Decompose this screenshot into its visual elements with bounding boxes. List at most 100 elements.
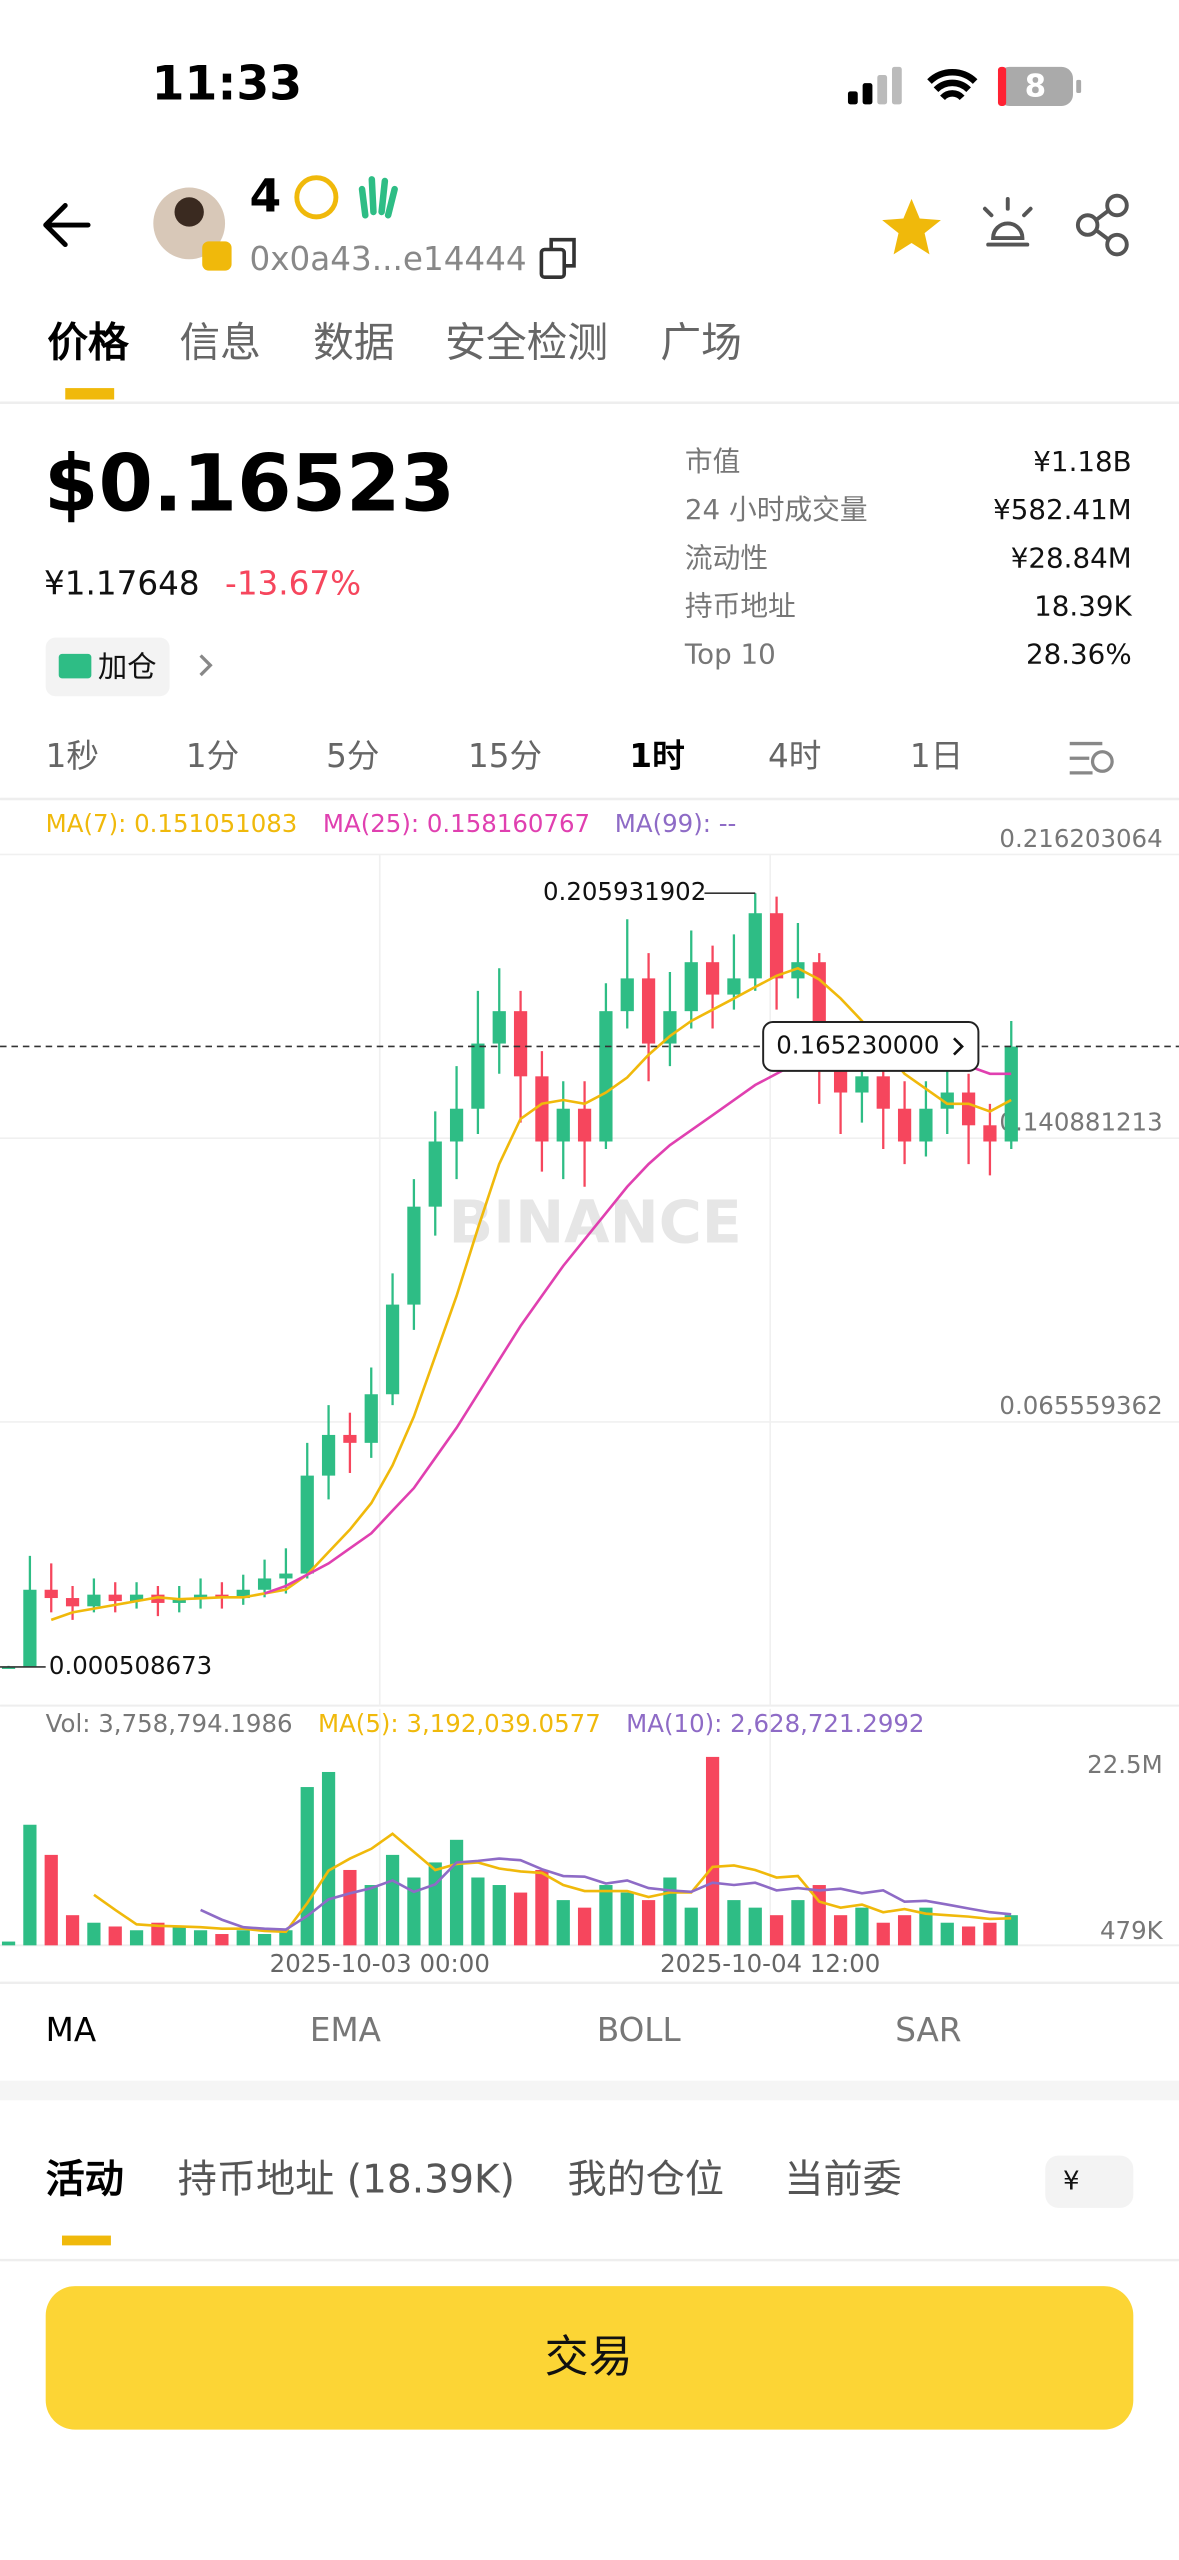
share-button[interactable]	[1075, 193, 1129, 257]
stat-value: ¥28.84M	[1011, 541, 1132, 574]
stat-label: 流动性	[685, 541, 768, 574]
candle-body	[556, 1108, 570, 1142]
volume-bar	[300, 1787, 314, 1946]
volume-bar	[279, 1930, 293, 1946]
candle-body	[23, 1589, 37, 1667]
candle-body	[343, 1434, 357, 1443]
tab[interactable]: 数据	[313, 319, 395, 367]
volume-bar	[513, 1892, 528, 1946]
candle-body	[599, 1011, 613, 1142]
volume-bar	[1, 1941, 16, 1946]
candle-body	[855, 1076, 869, 1093]
candle-body	[471, 1043, 485, 1109]
wifi-icon	[927, 69, 978, 101]
interval-tab[interactable]: 1秒	[46, 737, 99, 775]
legend-entry: MA(10): 2,628,721.2992	[626, 1709, 924, 1738]
interval-tab[interactable]: 4时	[768, 737, 821, 775]
volume-bar	[364, 1885, 378, 1946]
volume-bar	[471, 1877, 485, 1946]
interval-tab[interactable]: 1分	[186, 737, 239, 775]
y-tick-label: 0.065559362	[999, 1391, 1162, 1420]
indicator-tab[interactable]: EMA	[310, 2011, 382, 2049]
interval-tab[interactable]: 1日	[910, 737, 963, 775]
interval-tab[interactable]: 15分	[468, 737, 542, 775]
stat-label: 24 小时成交量	[685, 493, 868, 526]
current-price-label: 0.165230000	[776, 1030, 939, 1059]
candle-body	[919, 1108, 933, 1142]
alert-button[interactable]	[982, 196, 1033, 247]
candle-body	[620, 978, 634, 1012]
candle-body	[663, 1011, 677, 1044]
price-usd: $0.16523	[44, 439, 455, 530]
volume-bar	[44, 1854, 58, 1946]
volume-bar	[620, 1892, 634, 1946]
chart-settings-icon[interactable]	[1069, 741, 1114, 775]
volume-bar	[129, 1930, 144, 1946]
indicator-tab[interactable]: MA	[46, 2011, 97, 2049]
tab[interactable]: 广场	[660, 319, 742, 367]
legend-entry: MA(25): 0.158160767	[323, 809, 590, 838]
content-tab[interactable]: 我的仓位	[567, 2157, 724, 2202]
current-price-box[interactable]	[762, 1021, 980, 1072]
chain-badge	[202, 241, 232, 271]
candle-body	[300, 1475, 314, 1574]
candle-body	[65, 1598, 80, 1607]
stat-label: Top 10	[684, 638, 776, 671]
content-tab[interactable]: 持币地址 (18.39K)	[178, 2157, 515, 2202]
volume-bar	[1004, 1915, 1018, 1946]
candle-body	[257, 1578, 272, 1590]
y-tick-label: 479K	[1100, 1916, 1164, 1945]
candle-body	[151, 1594, 165, 1603]
interval-tab[interactable]: 1时	[629, 737, 684, 775]
watermark: BINANCE	[449, 1188, 742, 1256]
trade-button[interactable]	[45, 2286, 1134, 2430]
token-name: 4	[250, 169, 282, 222]
volume-bar	[151, 1922, 165, 1946]
volume-bar	[876, 1922, 890, 1946]
volume-bar	[599, 1885, 613, 1946]
signal-icon	[847, 66, 902, 105]
price-change: -13.67%	[225, 564, 361, 602]
candle-body	[876, 1076, 890, 1109]
copy-button[interactable]	[539, 237, 576, 279]
max-price-label: 0.205931902	[543, 877, 706, 906]
currency-toggle[interactable]	[1045, 2155, 1134, 2208]
candle-body	[279, 1573, 293, 1579]
candle-body	[983, 1125, 997, 1142]
volume-bar	[257, 1934, 272, 1946]
chevron	[953, 1037, 964, 1056]
status-time: 11:33	[152, 56, 302, 111]
candle-body	[172, 1598, 186, 1603]
indicator-tab[interactable]: BOLL	[597, 2011, 681, 2049]
volume-bar	[321, 1771, 336, 1946]
content-tab[interactable]: 当前委	[784, 2157, 901, 2202]
candle-body	[321, 1434, 336, 1476]
legend-entry: MA(99): --	[615, 809, 737, 838]
volume-bar	[428, 1862, 442, 1946]
candle-body	[897, 1108, 912, 1142]
candle-body	[407, 1206, 421, 1305]
battery-level	[997, 66, 1007, 106]
volume-bar	[791, 1900, 805, 1946]
add-button[interactable]	[45, 637, 170, 697]
candle-body	[364, 1394, 378, 1443]
tab[interactable]: 安全检测	[445, 319, 608, 367]
candle-body	[1, 1666, 16, 1669]
volume-bar	[855, 1907, 869, 1946]
indicator-tab[interactable]: SAR	[895, 2011, 961, 2049]
y-tick-label: 0.216203064	[999, 824, 1162, 853]
token-address: 0x0a43...e14444	[250, 240, 527, 278]
trade-label: 交易	[545, 2332, 633, 2383]
favorite-button[interactable]	[882, 198, 941, 255]
candle-body	[961, 1092, 976, 1126]
stat-label: 市值	[685, 445, 740, 478]
tab[interactable]: 价格	[47, 319, 129, 367]
interval-tab[interactable]: 5分	[326, 737, 379, 775]
back-button[interactable]	[43, 203, 91, 248]
candle-body	[108, 1594, 122, 1602]
candle-body	[769, 913, 784, 979]
content-tab[interactable]: 活动	[46, 2157, 124, 2202]
tab[interactable]: 信息	[179, 319, 261, 367]
